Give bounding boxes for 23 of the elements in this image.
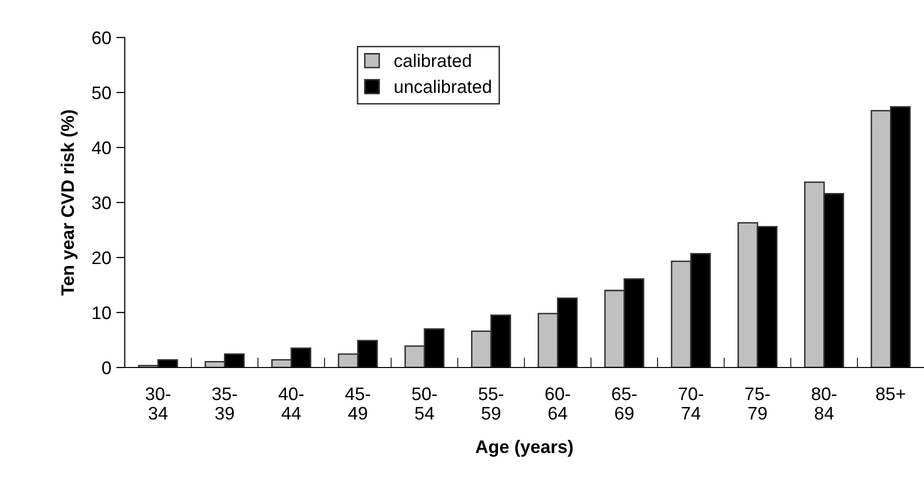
legend-label: calibrated bbox=[394, 54, 471, 68]
y-tick-label: 30 bbox=[92, 196, 111, 210]
x-tick-label: 85+ bbox=[876, 387, 906, 400]
y-tick-label: 20 bbox=[92, 251, 111, 264]
x-tick-label: 80- 84 bbox=[812, 387, 836, 420]
x-tick-label: 55- 59 bbox=[478, 388, 504, 420]
y-axis-title: Ten year CVD risk (%) bbox=[60, 110, 78, 296]
x-tick-label: 40- 44 bbox=[278, 387, 304, 420]
x-tick-label: 50- 54 bbox=[412, 387, 437, 420]
legend-label: uncalibrated bbox=[394, 80, 491, 94]
x-tick-label: 70- 74 bbox=[678, 387, 704, 420]
y-tick-label: 40 bbox=[92, 141, 111, 154]
x-tick-label: 35- 39 bbox=[212, 387, 237, 420]
y-tick-label: 10 bbox=[92, 306, 111, 320]
x-tick-label: 65- 69 bbox=[612, 387, 637, 420]
y-tick-label: 50 bbox=[92, 86, 111, 100]
y-tick-label: 60 bbox=[92, 31, 111, 44]
x-tick-label: 75- 79 bbox=[745, 388, 770, 420]
x-tick-label: 60- 64 bbox=[546, 387, 570, 420]
x-tick-label: 45- 49 bbox=[345, 388, 370, 420]
y-tick-label: 0 bbox=[102, 361, 111, 374]
x-axis-title: Age (years) bbox=[476, 440, 573, 457]
x-tick-label: 30- 34 bbox=[146, 387, 170, 420]
